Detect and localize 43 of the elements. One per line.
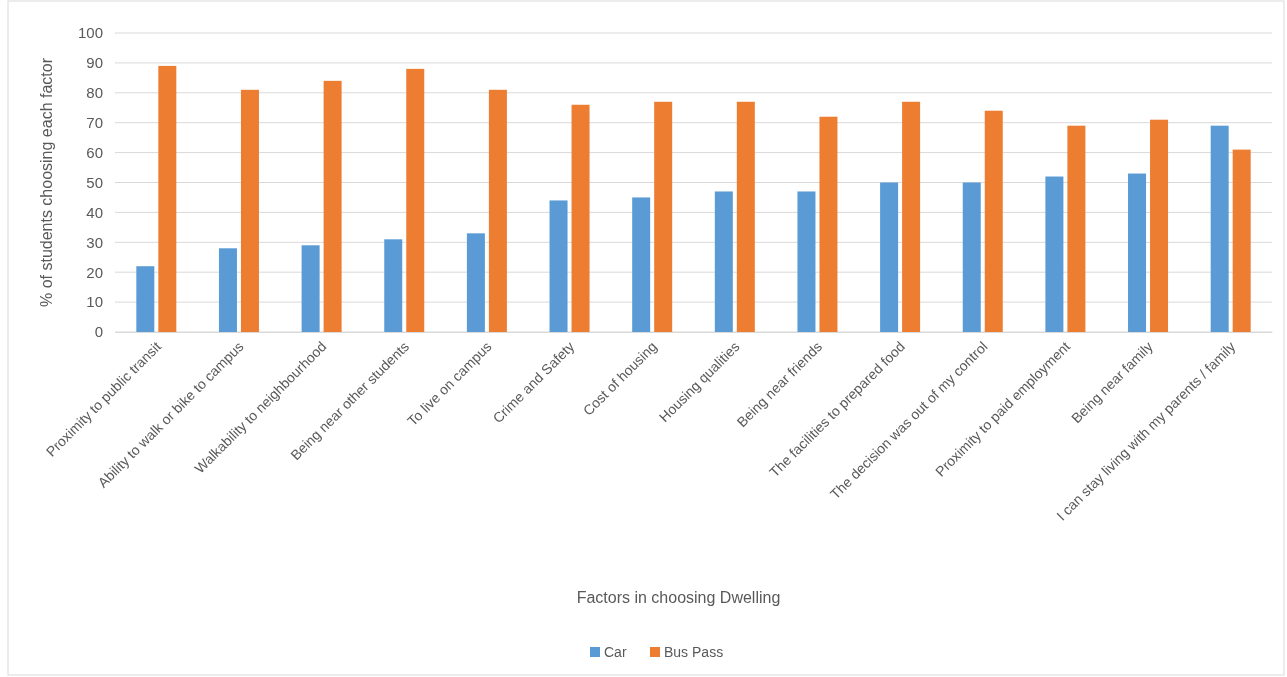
bar (158, 65, 177, 332)
y-tick-label: 10 (86, 293, 103, 311)
bar (136, 266, 155, 332)
y-tick-label: 40 (86, 203, 103, 221)
legend-label: Bus Pass (664, 644, 724, 660)
bar (984, 110, 1003, 332)
bar (323, 80, 342, 332)
bar (384, 239, 403, 332)
bar (549, 200, 568, 332)
bar (632, 197, 651, 332)
y-tick-label: 90 (86, 54, 103, 72)
bar (654, 101, 673, 332)
bar (797, 191, 816, 332)
y-axis-title: % of students choosing each factor (38, 57, 55, 308)
bar (218, 248, 237, 332)
bar (1232, 149, 1251, 332)
bar (1067, 125, 1086, 332)
bar (488, 89, 507, 332)
bar (571, 104, 590, 332)
bar (962, 182, 981, 332)
y-tick-label: 80 (86, 84, 103, 102)
y-tick-label: 20 (86, 263, 103, 281)
bar (714, 191, 733, 332)
bar (466, 233, 485, 332)
bar (240, 89, 259, 332)
y-tick-label: 30 (86, 233, 103, 251)
y-tick-label: 60 (86, 143, 103, 161)
bar (880, 182, 899, 332)
bar (819, 116, 838, 332)
x-axis-title: Factors in choosing Dwelling (576, 589, 781, 606)
bar (406, 68, 425, 332)
bar (1045, 176, 1064, 332)
y-tick-label: 70 (86, 114, 103, 131)
bar (1150, 119, 1169, 332)
bar (1210, 125, 1229, 332)
y-tick-label: 0 (94, 323, 103, 341)
legend-label: Car (604, 644, 627, 660)
y-tick-label: 100 (77, 24, 103, 42)
bar (736, 101, 755, 332)
bar (1128, 173, 1147, 332)
bar (902, 101, 921, 332)
bar (301, 245, 320, 332)
y-tick-label: 50 (86, 173, 103, 191)
